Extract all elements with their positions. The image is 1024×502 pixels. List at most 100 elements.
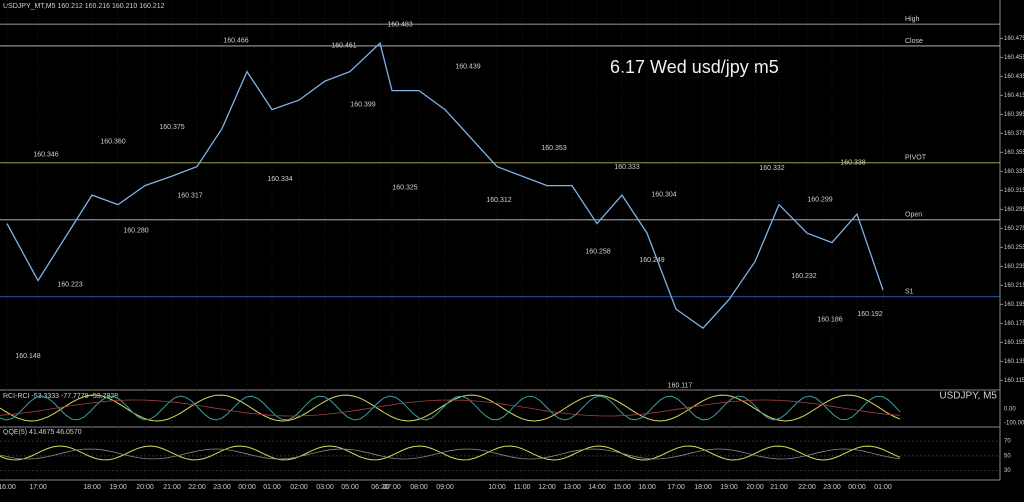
x-tick-label: 21:00 bbox=[163, 484, 181, 491]
price-annotation: 160.461 bbox=[331, 42, 356, 49]
qqe-tick-label: 70 bbox=[1004, 439, 1011, 445]
x-tick-label: 19:00 bbox=[109, 484, 127, 491]
price-annotation: 160.148 bbox=[15, 353, 40, 360]
x-tick-label: 17:00 bbox=[29, 484, 47, 491]
y-tick-label: 160.435 bbox=[1004, 74, 1024, 80]
price-annotation: 160.232 bbox=[791, 273, 816, 280]
price-annotation: 160.312 bbox=[486, 197, 511, 204]
x-tick-label: 19:00 bbox=[720, 484, 738, 491]
x-tick-label: 05:00 bbox=[341, 484, 359, 491]
level-label: Open bbox=[905, 212, 922, 219]
header: USDJPY_MT,M5 160.212 160.216 160.210 160… bbox=[3, 3, 165, 10]
level-label: S1 bbox=[905, 289, 914, 296]
x-tick-label: 00:00 bbox=[848, 484, 866, 491]
price-annotation: 160.360 bbox=[100, 138, 125, 145]
price-annotation: 160.304 bbox=[651, 192, 676, 199]
x-tick-label: 08:00 bbox=[410, 484, 428, 491]
price-annotation: 160.333 bbox=[614, 164, 639, 171]
y-tick-label: 160.135 bbox=[1004, 359, 1024, 365]
price-annotation: 160.439 bbox=[455, 63, 480, 70]
price-annotation: 160.346 bbox=[33, 152, 58, 159]
price-annotation: 160.186 bbox=[817, 317, 842, 324]
price-annotation: 160.317 bbox=[177, 192, 202, 199]
x-tick-label: 20:00 bbox=[746, 484, 764, 491]
rci-line bbox=[0, 395, 901, 421]
y-tick-label: 160.315 bbox=[1004, 188, 1024, 194]
x-tick-label: 21:00 bbox=[770, 484, 788, 491]
price-annotation: 160.258 bbox=[585, 248, 610, 255]
x-tick-label: 15:00 bbox=[613, 484, 631, 491]
y-tick-label: 160.475 bbox=[1004, 36, 1024, 42]
price-annotation: 160.280 bbox=[123, 227, 148, 234]
x-tick-label: 16:00 bbox=[638, 484, 656, 491]
x-tick-label: 03:00 bbox=[316, 484, 334, 491]
y-tick-label: 160.155 bbox=[1004, 340, 1024, 346]
price-annotation: 160.325 bbox=[392, 185, 417, 192]
y-tick-label: 160.355 bbox=[1004, 150, 1024, 156]
price-annotation: 160.466 bbox=[223, 38, 248, 45]
y-tick-label: 160.335 bbox=[1004, 169, 1024, 175]
y-tick-label: 160.415 bbox=[1004, 93, 1024, 99]
y-tick-label: 160.255 bbox=[1004, 245, 1024, 251]
y-tick-label: 160.175 bbox=[1004, 321, 1024, 327]
qqe-tick-label: 30 bbox=[1004, 468, 1011, 474]
x-tick-label: 22:00 bbox=[798, 484, 816, 491]
x-tick-label: 01:00 bbox=[263, 484, 281, 491]
x-tick-label: 20:00 bbox=[136, 484, 154, 491]
y-tick-label: 160.115 bbox=[1004, 378, 1024, 384]
x-tick-label: 06:20 bbox=[371, 484, 389, 491]
qqe-line bbox=[0, 448, 901, 460]
qqe-line bbox=[0, 445, 901, 461]
price-annotation: 160.375 bbox=[159, 124, 184, 131]
x-tick-label: 10:00 bbox=[488, 484, 506, 491]
y-tick-label: 160.455 bbox=[1004, 55, 1024, 61]
price-annotation: 160.334 bbox=[267, 176, 292, 183]
level-label: High bbox=[905, 16, 920, 23]
x-tick-label: 09:00 bbox=[436, 484, 454, 491]
x-tick-label: 00:00 bbox=[238, 484, 256, 491]
x-tick-label: 18:00 bbox=[694, 484, 712, 491]
x-tick-label: 12:00 bbox=[538, 484, 556, 491]
level-label: PIVOT bbox=[905, 155, 927, 162]
y-tick-label: 160.295 bbox=[1004, 207, 1024, 213]
price-annotation: 160.192 bbox=[857, 311, 882, 318]
rci-line bbox=[0, 394, 901, 422]
price-annotation: 160.353 bbox=[541, 145, 566, 152]
price-annotation: 160.483 bbox=[387, 22, 412, 29]
x-tick-label: 13:00 bbox=[563, 484, 581, 491]
x-tick-label: 23:00 bbox=[823, 484, 841, 491]
x-tick-label: 14:00 bbox=[588, 484, 606, 491]
price-annotation: 160.249 bbox=[639, 257, 664, 264]
level-label: Close bbox=[905, 38, 923, 45]
x-tick-label: 17:00 bbox=[667, 484, 685, 491]
rci-tick-label: 0.00 bbox=[1004, 407, 1016, 413]
y-tick-label: 160.275 bbox=[1004, 226, 1024, 232]
rci-line bbox=[0, 399, 901, 417]
x-tick-label: 07:00 bbox=[383, 484, 401, 491]
price-annotation: 160.299 bbox=[807, 196, 832, 203]
y-tick-label: 160.215 bbox=[1004, 283, 1024, 289]
x-tick-label: 16:00 bbox=[0, 484, 16, 491]
price-annotation: 160.117 bbox=[668, 382, 693, 389]
qqe-tick-label: 50 bbox=[1004, 453, 1011, 459]
price-annotation: 160.338 bbox=[840, 159, 865, 166]
price-annotation: 160.332 bbox=[759, 165, 784, 172]
rci-label: RCI-RCI -53.3333 -77.7778 -53.7928 bbox=[3, 393, 118, 400]
y-tick-label: 160.375 bbox=[1004, 131, 1024, 137]
x-tick-label: 18:00 bbox=[83, 484, 101, 491]
x-tick-label: 23:00 bbox=[213, 484, 231, 491]
x-tick-label: 11:00 bbox=[514, 484, 531, 491]
price-line bbox=[6, 41, 884, 329]
x-tick-label: 22:00 bbox=[188, 484, 206, 491]
price-annotation: 160.223 bbox=[57, 282, 82, 289]
qqe-label: QQE(5) 41.4675 46.0570 bbox=[3, 429, 82, 436]
y-tick-label: 160.235 bbox=[1004, 264, 1024, 270]
price-annotation: 160.399 bbox=[350, 101, 375, 108]
legend-entry: USDJPY, M5 bbox=[939, 391, 997, 402]
y-tick-label: 160.195 bbox=[1004, 302, 1024, 308]
y-tick-label: 160.395 bbox=[1004, 112, 1024, 118]
x-tick-label: 02:00 bbox=[290, 484, 308, 491]
chart-title: 6.17 Wed usd/jpy m5 bbox=[610, 57, 779, 77]
